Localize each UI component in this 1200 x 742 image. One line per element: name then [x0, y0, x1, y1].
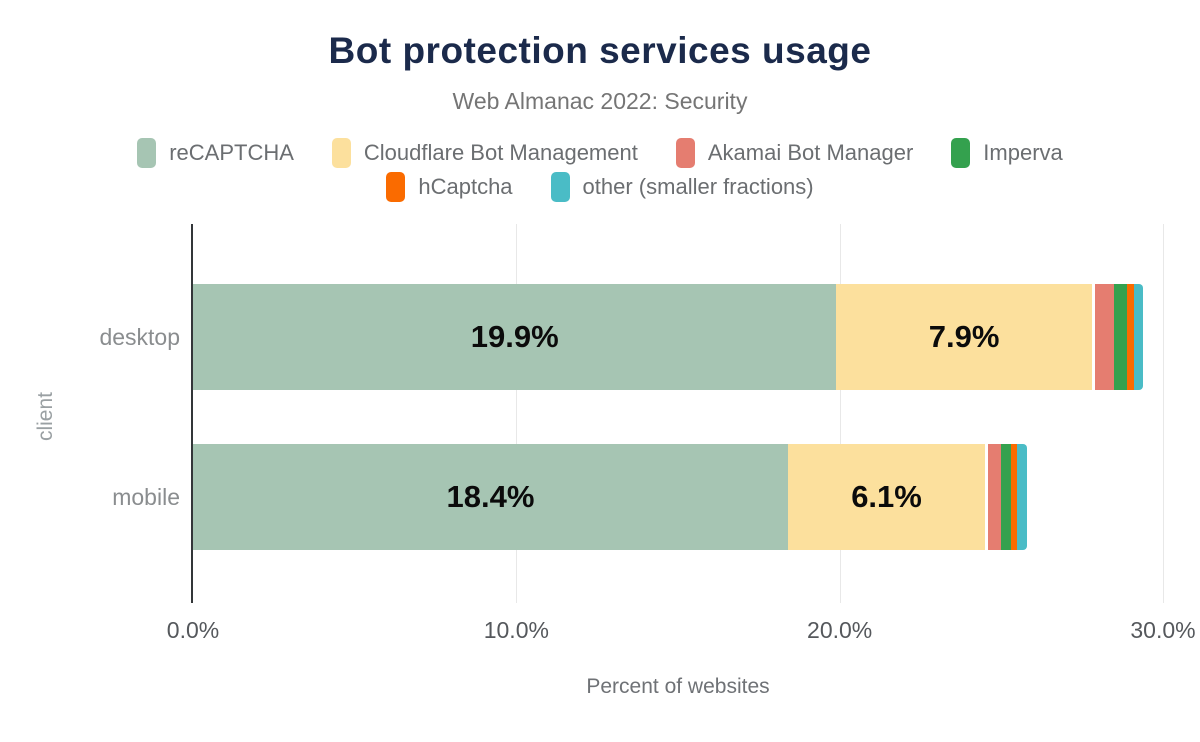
gridline	[839, 224, 841, 603]
segment-desktop-recaptcha: 19.9%	[193, 284, 837, 390]
legend-item-akamai-bot-manager: Akamai Bot Manager	[675, 138, 914, 168]
chart-subtitle: Web Almanac 2022: Security	[452, 88, 748, 114]
legend-item-cloudflare-bot-management: Cloudflare Bot Management	[331, 138, 638, 168]
legend: reCAPTCHA Cloudflare Bot Management Akamai…	[110, 138, 1090, 202]
segment-desktop-imperva	[1114, 284, 1128, 390]
legend-swatch	[331, 138, 351, 168]
legend-swatch	[550, 172, 570, 202]
gridline	[1163, 224, 1164, 603]
category-label-mobile: mobile	[112, 483, 180, 510]
bar-value-label: 19.9%	[470, 319, 559, 354]
y-axis-line	[191, 224, 193, 603]
gridline	[516, 224, 518, 603]
legend-label: Cloudflare Bot Management	[363, 140, 638, 165]
bar-value-label: 18.4%	[446, 479, 535, 514]
legend-swatch	[675, 138, 695, 168]
bar-value-label: 6.1%	[851, 479, 922, 514]
bar-desktop: 19.9% 7.9%	[193, 284, 1163, 390]
legend-label: Akamai Bot Manager	[707, 140, 914, 165]
plot-area: Percent of websites 0.0% 10.0% 20.0% 30.0% d…	[99, 224, 1196, 698]
legend-item-hcaptcha: hCaptcha	[386, 172, 513, 202]
x-tick-label: 10.0%	[483, 617, 549, 643]
segment-desktop-other-smaller-fractions-	[1133, 284, 1144, 390]
legend-item-recaptcha: reCAPTCHA	[137, 138, 294, 168]
segment-desktop-cloudflare-bot-management: 7.9%	[836, 284, 1092, 390]
legend-item-other-smaller-fractions-: other (smaller fractions)	[550, 172, 814, 202]
bar-mobile: 18.4% 6.1%	[193, 444, 1163, 550]
x-tick-label: 30.0%	[1130, 617, 1196, 643]
x-tick-label: 20.0%	[807, 617, 873, 643]
bar-value-label: 7.9%	[928, 319, 1000, 354]
segment-mobile-recaptcha: 18.4%	[193, 444, 788, 550]
segment-desktop-akamai-bot-manager	[1094, 284, 1115, 390]
segment-mobile-hcaptcha	[1010, 444, 1018, 550]
x-axis-title: Percent of websites	[586, 675, 770, 698]
segment-mobile-other-smaller-fractions-	[1017, 444, 1027, 550]
segment-gap	[985, 444, 989, 550]
legend-label: reCAPTCHA	[169, 140, 294, 165]
legend-swatch	[137, 138, 157, 168]
legend-item-imperva: Imperva	[951, 138, 1063, 168]
y-axis-title: client	[34, 392, 57, 442]
chart-title: Bot protection services usage	[328, 30, 872, 71]
category-label-desktop: desktop	[99, 323, 180, 350]
legend-label: Imperva	[983, 140, 1063, 165]
x-tick-label: 0.0%	[166, 617, 220, 643]
segment-gap	[1091, 284, 1095, 390]
segment-mobile-akamai-bot-manager	[988, 444, 1002, 550]
segment-mobile-cloudflare-bot-management: 6.1%	[787, 444, 986, 550]
legend-label: hCaptcha	[418, 174, 513, 199]
segment-desktop-hcaptcha	[1127, 284, 1134, 390]
legend-label: other (smaller fractions)	[582, 174, 814, 199]
legend-swatch	[951, 138, 971, 168]
segment-mobile-imperva	[1001, 444, 1011, 550]
legend-swatch	[386, 172, 406, 202]
